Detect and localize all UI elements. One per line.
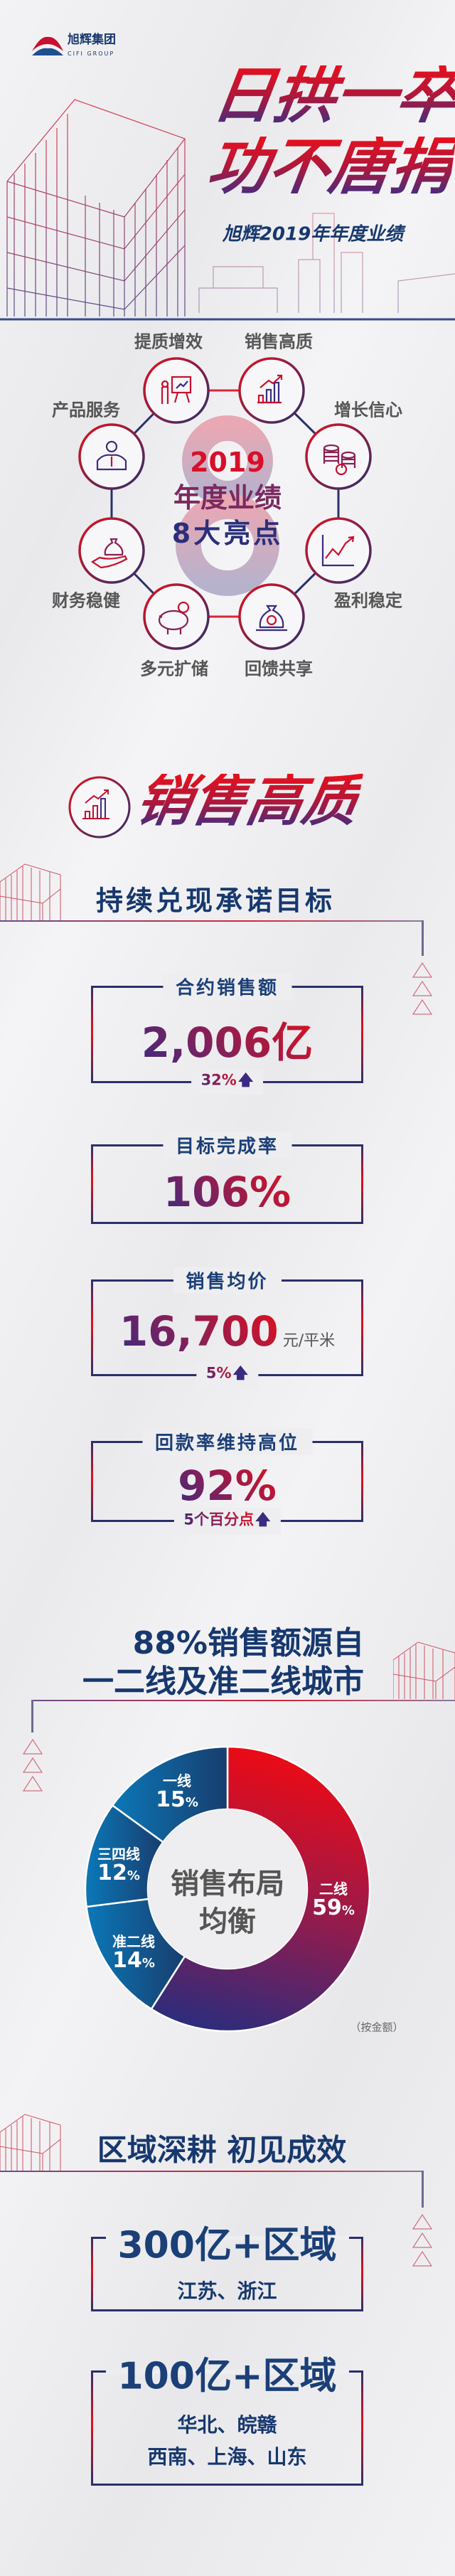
highlight-label-xiaoshou: 销售高质 (245, 331, 313, 352)
highlight-label-chanpin: 产品服务 (52, 400, 120, 420)
divider-drop (31, 1700, 33, 1733)
card-label: 合约销售额 (162, 973, 292, 1000)
change-value: 5% (205, 1364, 232, 1382)
border-gap (105, 2236, 349, 2240)
regions-title: 区域深耕 初见成效 (97, 2132, 347, 2168)
building-outline-illustration (0, 99, 455, 321)
distribution-title-line2: 一二线及准二线城市 (82, 1664, 364, 1700)
card-value: 92% (178, 1462, 277, 1510)
coin-stacks-icon (323, 444, 356, 476)
card-average-price: 销售均价 16,700 元/平米 5%🡅 (91, 1267, 363, 1388)
logo-mark-icon (32, 36, 63, 55)
line-chart-up-icon (321, 535, 355, 567)
segment-value: 59 (312, 1895, 342, 1920)
segment-unit: % (341, 1902, 355, 1918)
highlights-center-line3: 8大亮点 (171, 518, 284, 549)
donut-label-tier1: 一线 15% (156, 1772, 198, 1812)
segment-unit: % (185, 1794, 198, 1810)
building-mini-icon (0, 2114, 61, 2171)
divider-line (0, 2171, 424, 2172)
card-label: 目标完成率 (162, 1132, 292, 1159)
card-label: 销售均价 (173, 1267, 282, 1294)
divider-line (0, 920, 424, 922)
donut-label-tier34: 三四线 12% (97, 1845, 140, 1885)
segment-name: 三四线 (97, 1845, 140, 1863)
card-change: 32%🡅 (191, 1070, 264, 1095)
highlights-ring (78, 357, 372, 650)
highlight-label-tizhi: 提质增效 (134, 331, 203, 352)
segment-name: 准二线 (112, 1932, 155, 1950)
header-subtitle: 旭辉2019年年度业绩 (222, 223, 404, 245)
building-mini-icon (0, 863, 61, 921)
segment-unit: % (141, 1955, 155, 1971)
card-collection-rate: 回款率维持高位 92% 5个百分点🡅 (91, 1428, 363, 1535)
donut-center-line2: 均衡 (199, 1905, 256, 1938)
chart-note: （按金额） (350, 2021, 404, 2034)
card-value: 106% (163, 1168, 291, 1216)
card-target-completion: 目标完成率 106% (91, 1132, 363, 1224)
donut-hole (148, 1809, 307, 1969)
highlight-label-caiwu: 财务稳健 (52, 590, 120, 611)
divider-drop (422, 920, 424, 956)
region-value: 100亿+区域 (117, 2355, 337, 2398)
segment-name: 一线 (162, 1772, 191, 1789)
piggy-bank-icon (158, 601, 190, 634)
card-label: 回款率维持高位 (141, 1428, 313, 1455)
sales-distribution-donut (84, 1745, 371, 2033)
presentation-chart-icon (161, 376, 192, 404)
region-value: 300亿+区域 (117, 2224, 337, 2267)
highlight-label-yingli: 盈利稳定 (334, 590, 402, 611)
highlight-label-duoyuan: 多元扩储 (140, 659, 208, 679)
region-list: 江苏、浙江 (177, 2279, 277, 2303)
sales-section-icon (68, 776, 131, 839)
distribution-title-line1: 88%销售额源自 (132, 1625, 364, 1661)
card-change: 5%🡅 (196, 1363, 259, 1388)
card-change: 5个百分点🡅 (173, 1508, 281, 1535)
region-card-100: 100亿+区域 华北、皖赣 西南、上海、山东 (91, 2356, 363, 2486)
segment-value: 14 (112, 1947, 142, 1973)
card-unit: 元/平米 (282, 1332, 336, 1350)
divider-line (31, 1700, 455, 1701)
region-card-300: 300亿+区域 江苏、浙江 (91, 2224, 363, 2311)
card-value: 16,700 (119, 1307, 279, 1356)
divider-drop (422, 2171, 424, 2208)
triangles-decoration-icon (412, 962, 432, 1015)
businessman-icon (96, 440, 127, 471)
highlight-label-huikui: 回馈共享 (245, 659, 313, 679)
donut-label-tier2: 二线 59% (312, 1880, 355, 1920)
arrow-up-icon: 🡅 (237, 1071, 254, 1089)
hand-money-bag-icon (90, 538, 128, 569)
bar-chart-growth-icon (257, 374, 283, 404)
arrow-up-icon: 🡅 (232, 1364, 249, 1382)
highlights-center-year: 2019 (190, 447, 265, 478)
sales-section-title: 销售高质 (131, 770, 364, 834)
donut-center-line1: 销售布局 (171, 1868, 284, 1900)
segment-value: 12 (97, 1860, 127, 1885)
segment-unit: % (127, 1868, 140, 1883)
triangles-decoration-icon (412, 2213, 432, 2267)
card-value: 2,006亿 (141, 1009, 313, 1069)
region-list-line1: 华北、皖赣 (177, 2413, 277, 2437)
card-value-wrap: 16,700 元/平米 (119, 1307, 335, 1356)
logo-text-en: CIFI GROUP (68, 50, 115, 57)
card-contract-sales: 合约销售额 2,006亿 32%🡅 (91, 973, 363, 1095)
segment-name: 二线 (318, 1880, 348, 1898)
segment-value: 15 (156, 1787, 186, 1812)
highlight-label-zengzhang: 增长信心 (334, 400, 402, 420)
highlights-center-line2: 年度业绩 (173, 482, 282, 513)
logo-text-cn: 旭辉集团 (68, 33, 116, 47)
change-value: 32% (200, 1071, 237, 1089)
sales-subtitle: 持续兑现承诺目标 (95, 885, 336, 917)
border-gap (105, 2370, 349, 2374)
region-list-line2: 西南、上海、山东 (147, 2445, 307, 2469)
money-bag-icon (256, 605, 287, 632)
arrow-up-icon: 🡅 (255, 1511, 271, 1528)
watermark-eight-graphic (176, 415, 279, 596)
change-value: 5个百分点 (183, 1511, 255, 1528)
building-mini-icon (393, 1641, 455, 1699)
triangles-decoration-icon (23, 1738, 43, 1792)
donut-label-quasi-tier2: 准二线 14% (112, 1934, 155, 1972)
